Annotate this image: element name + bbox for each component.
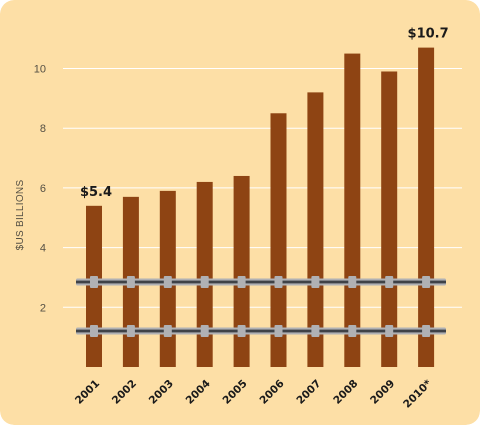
bar-2004 xyxy=(196,181,213,367)
rail-groove xyxy=(76,280,446,284)
y-tick-label: 10 xyxy=(34,64,46,76)
rail-spike xyxy=(200,276,209,288)
rail-spike xyxy=(90,325,98,337)
rail-spike xyxy=(422,276,431,288)
bar-2007 xyxy=(307,92,324,367)
rail-groove xyxy=(76,329,446,333)
bar-2008 xyxy=(344,53,361,367)
y-tick-label: 4 xyxy=(40,243,46,255)
rail-track-decoration xyxy=(76,276,446,337)
rail-spike xyxy=(422,325,431,337)
rail-spike xyxy=(163,276,172,288)
y-axis-ticks: 2 4 6 8 10 xyxy=(34,64,46,315)
data-label: $10.7 xyxy=(408,27,449,42)
rail-spike xyxy=(90,276,98,288)
bar-2006 xyxy=(270,113,287,368)
y-tick-label: 8 xyxy=(40,123,46,135)
y-axis-title: $US BILLIONS xyxy=(15,180,26,251)
rail-spike xyxy=(126,325,135,337)
bar-2009 xyxy=(381,71,398,368)
bar-2010* xyxy=(418,47,435,367)
bar-2005 xyxy=(233,175,250,367)
rail-spike xyxy=(311,276,320,288)
rail-spike xyxy=(200,325,209,337)
rail-spike xyxy=(348,325,357,337)
rail-spike xyxy=(237,276,246,288)
rail-spike xyxy=(274,325,283,337)
rail-spike xyxy=(348,276,357,288)
rail-spike xyxy=(237,325,246,337)
rail-spike xyxy=(385,325,394,337)
y-tick-label: 2 xyxy=(40,302,46,314)
data-label: $5.4 xyxy=(80,185,112,200)
rail-spike xyxy=(126,276,135,288)
rail-spike xyxy=(311,325,320,337)
y-tick-label: 6 xyxy=(40,183,46,195)
rail-spike xyxy=(274,276,283,288)
rail-spike xyxy=(163,325,172,337)
rail-spike xyxy=(385,276,394,288)
data-annotations: $5.4 $10.7 xyxy=(80,27,449,200)
